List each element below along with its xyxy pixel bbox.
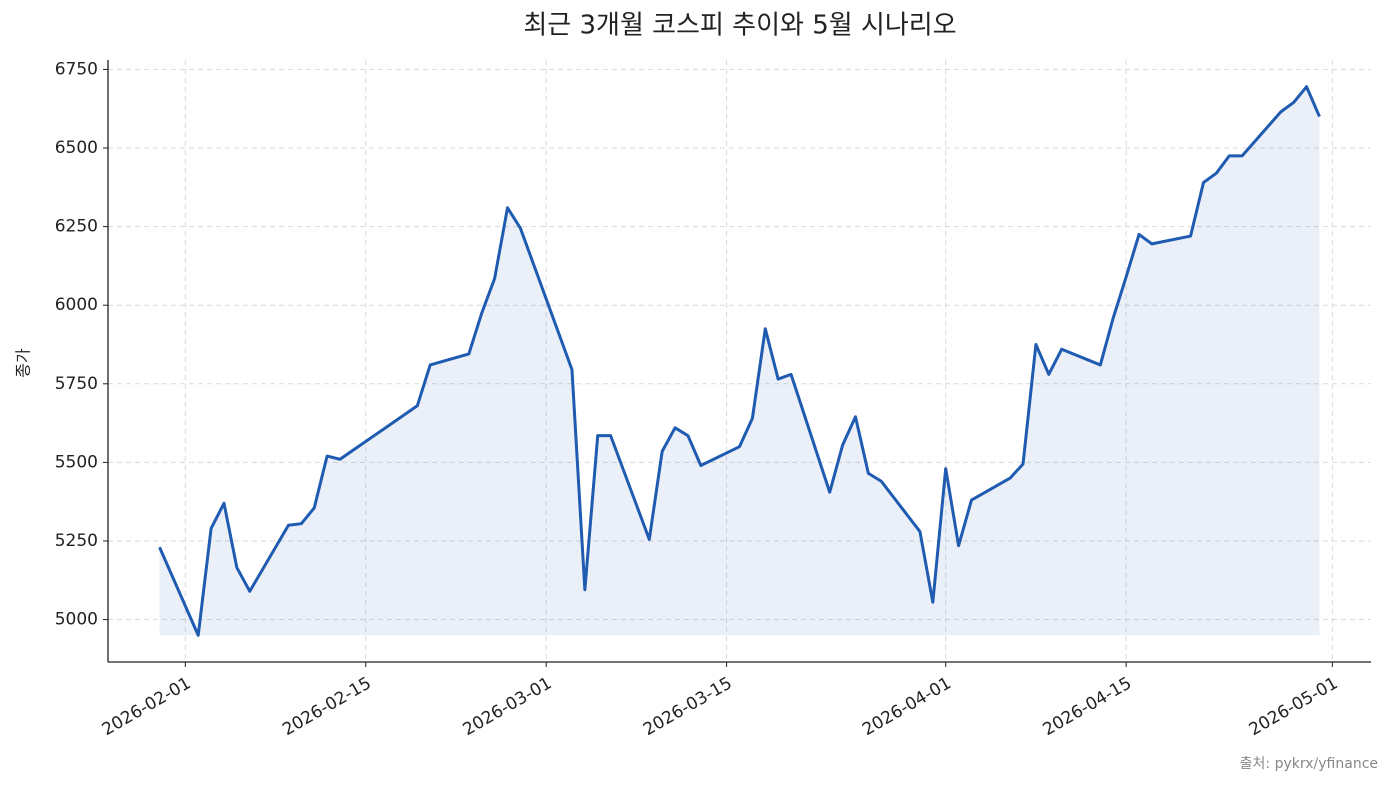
y-tick-label: 6500 [55, 138, 98, 158]
x-tick-label: 2026-02-15 [279, 673, 375, 740]
x-tick-label: 2026-03-15 [640, 673, 736, 740]
line [158, 85, 1321, 637]
source-note: 출처: pykrx/yfinance [1240, 756, 1378, 772]
chart-title: 최근 3개월 코스피 추이와 5월 시나리오 [523, 11, 956, 41]
plot [158, 85, 1321, 637]
y-tick-label: 5000 [55, 610, 98, 630]
y-tick-label: 6750 [55, 59, 98, 79]
y-tick-label: 5500 [55, 452, 98, 472]
grid [108, 60, 1371, 662]
y-tick-label: 5250 [55, 531, 98, 551]
x-tick-label: 2026-05-01 [1246, 673, 1342, 740]
y-tick-label: 5750 [55, 374, 98, 394]
x-tick-label: 2026-04-01 [859, 673, 955, 740]
x-tick-label: 2026-02-01 [99, 673, 195, 740]
y-tick-label: 6000 [55, 295, 98, 315]
x-tick-label: 2026-03-01 [460, 673, 556, 740]
y-axis-label: 종가 [14, 348, 33, 378]
y-tick-label: 6250 [55, 217, 98, 237]
area-fill [159, 86, 1320, 636]
x-tick-label: 2026-04-15 [1040, 673, 1136, 740]
